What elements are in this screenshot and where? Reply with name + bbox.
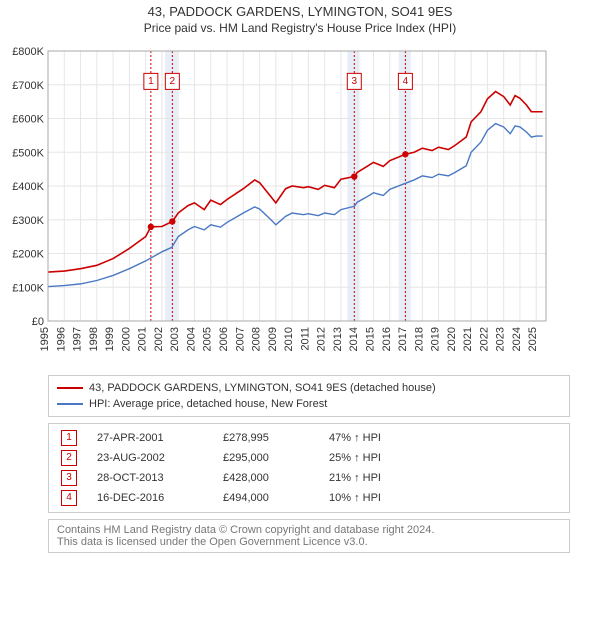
y-tick-label: £0 [32, 316, 44, 328]
event-marker-label: 4 [403, 76, 409, 87]
event-number: 4 [61, 490, 77, 506]
event-row: 1 27-APR-2001 £278,995 47% ↑ HPI [57, 428, 561, 448]
event-marker-label: 3 [352, 76, 358, 87]
event-price: £278,995 [223, 428, 313, 448]
y-tick-label: £400K [12, 181, 44, 193]
sale-dot [148, 224, 154, 230]
event-number: 3 [61, 470, 77, 486]
chart-container: 1 2 3 4 £0 £100K £200K £300K £400K £500K £600K £700… [0, 39, 600, 369]
x-tick-label: 2024 [511, 327, 523, 351]
page-subtitle: Price paid vs. HM Land Registry's House … [0, 21, 600, 35]
x-tick-label: 2004 [185, 327, 197, 351]
event-row: 2 23-AUG-2002 £295,000 25% ↑ HPI [57, 448, 561, 468]
x-tick-label: 2010 [283, 327, 295, 351]
event-date: 28-OCT-2013 [97, 468, 207, 488]
event-date: 23-AUG-2002 [97, 448, 207, 468]
x-tick-label: 2005 [202, 327, 214, 351]
event-price: £494,000 [223, 488, 313, 508]
x-tick-label: 2008 [251, 327, 263, 351]
sale-dot [169, 218, 175, 224]
x-tick-label: 2018 [413, 327, 425, 351]
event-date: 16-DEC-2016 [97, 488, 207, 508]
event-number: 2 [61, 450, 77, 466]
x-tick-label: 2016 [381, 327, 393, 351]
event-marker-label: 2 [170, 76, 176, 87]
event-marker-label: 1 [148, 76, 154, 87]
event-delta: 10% ↑ HPI [329, 488, 381, 508]
legend-item: HPI: Average price, detached house, New … [57, 396, 561, 412]
event-row: 3 28-OCT-2013 £428,000 21% ↑ HPI [57, 468, 561, 488]
legend-swatch [57, 387, 83, 389]
event-delta: 21% ↑ HPI [329, 468, 381, 488]
event-price: £295,000 [223, 448, 313, 468]
event-delta: 47% ↑ HPI [329, 428, 381, 448]
license-notice: Contains HM Land Registry data © Crown c… [48, 519, 570, 553]
x-tick-label: 1996 [55, 327, 67, 351]
sale-dot [402, 151, 408, 157]
x-tick-label: 1998 [88, 327, 100, 351]
x-tick-label: 2002 [153, 327, 165, 351]
y-tick-label: £100K [12, 282, 44, 294]
y-tick-label: £600K [12, 114, 44, 126]
legend-label: 43, PADDOCK GARDENS, LYMINGTON, SO41 9ES… [89, 380, 436, 396]
x-tick-label: 2009 [267, 327, 279, 351]
x-tick-label: 1997 [72, 327, 84, 351]
event-row: 4 16-DEC-2016 £494,000 10% ↑ HPI [57, 488, 561, 508]
y-tick-label: £800K [12, 46, 44, 58]
legend-label: HPI: Average price, detached house, New … [89, 396, 327, 412]
x-tick-label: 2021 [462, 327, 474, 351]
legend-item: 43, PADDOCK GARDENS, LYMINGTON, SO41 9ES… [57, 380, 561, 396]
event-delta: 25% ↑ HPI [329, 448, 381, 468]
x-tick-label: 2015 [364, 327, 376, 351]
x-tick-label: 1999 [104, 327, 116, 351]
event-price: £428,000 [223, 468, 313, 488]
x-tick-label: 2007 [234, 327, 246, 351]
y-tick-label: £200K [12, 249, 44, 261]
legend: 43, PADDOCK GARDENS, LYMINGTON, SO41 9ES… [48, 375, 570, 417]
x-tick-label: 2023 [495, 327, 507, 351]
x-tick-label: 1995 [39, 327, 51, 351]
x-tick-label: 2006 [218, 327, 230, 351]
x-tick-label: 2020 [446, 327, 458, 351]
events-table: 1 27-APR-2001 £278,995 47% ↑ HPI 2 23-AUG-200… [48, 423, 570, 513]
license-line-2: This data is licensed under the Open Gov… [57, 536, 561, 548]
x-tick-label: 2013 [332, 327, 344, 351]
x-tick-label: 2025 [527, 327, 539, 351]
y-tick-label: £700K [12, 80, 44, 92]
x-tick-label: 2017 [397, 327, 409, 351]
x-tick-label: 2001 [137, 327, 149, 351]
page-title: 43, PADDOCK GARDENS, LYMINGTON, SO41 9ES [0, 4, 600, 19]
x-tick-label: 2003 [169, 327, 181, 351]
y-tick-label: £500K [12, 147, 44, 159]
x-tick-label: 2000 [120, 327, 132, 351]
y-tick-label: £300K [12, 215, 44, 227]
event-number: 1 [61, 430, 77, 446]
x-tick-label: 2014 [348, 327, 360, 351]
price-chart: 1 2 3 4 £0 £100K £200K £300K £400K £500K £600K £700… [0, 39, 560, 369]
x-tick-label: 2011 [299, 327, 311, 351]
event-date: 27-APR-2001 [97, 428, 207, 448]
x-tick-label: 2022 [478, 327, 490, 351]
x-tick-label: 2012 [316, 327, 328, 351]
sale-dot [351, 173, 357, 179]
x-tick-label: 2019 [430, 327, 442, 351]
license-line-1: Contains HM Land Registry data © Crown c… [57, 524, 561, 536]
legend-swatch [57, 403, 83, 405]
